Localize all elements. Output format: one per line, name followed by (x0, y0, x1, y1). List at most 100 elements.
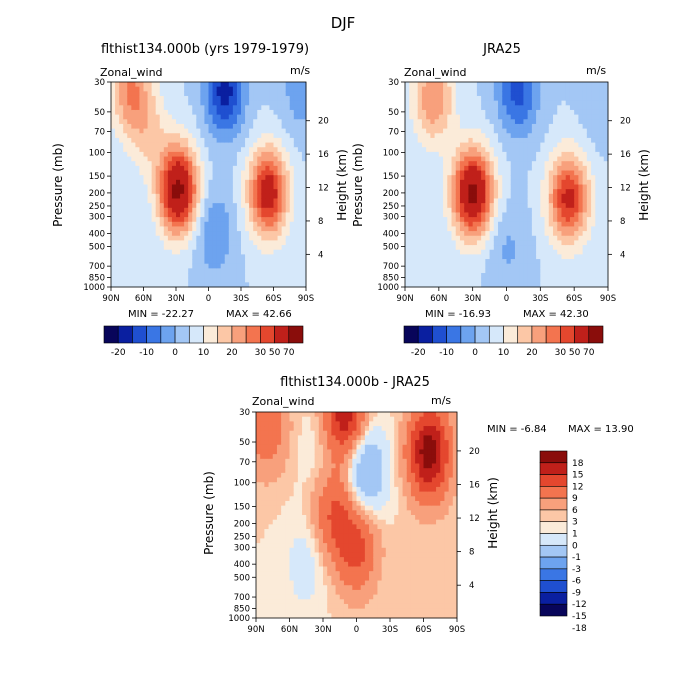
field-cell (553, 165, 558, 172)
field-cell (192, 142, 197, 148)
field-cell (261, 226, 266, 232)
field-cell (527, 189, 533, 195)
field-cell (409, 95, 414, 102)
field-cell (196, 175, 201, 181)
field-cell (131, 217, 136, 223)
field-cell (293, 82, 299, 88)
field-cell (241, 82, 246, 88)
field-cell (155, 165, 161, 172)
field-cell (293, 524, 299, 530)
field-cell (417, 221, 423, 227)
field-cell (417, 245, 423, 251)
field-cell (468, 114, 474, 120)
field-cell (405, 165, 410, 172)
field-cell (569, 100, 575, 106)
field-cell (151, 147, 157, 153)
field-cell (155, 282, 161, 288)
field-cell (544, 207, 550, 213)
field-cell (493, 231, 499, 237)
field-cell (123, 212, 128, 218)
field-cell (253, 91, 258, 97)
field-cell (289, 426, 295, 432)
field-cell (281, 529, 286, 535)
field-cell (167, 245, 173, 251)
field-cell (151, 184, 157, 190)
field-cell (506, 207, 512, 213)
field-cell (297, 557, 303, 563)
field-cell (277, 133, 283, 139)
field-cell (220, 123, 226, 130)
field-cell (257, 245, 262, 251)
field-cell (591, 273, 596, 279)
field-cell (115, 123, 120, 130)
field-cell (281, 491, 286, 497)
field-cell (123, 249, 128, 255)
field-cell (232, 277, 238, 283)
field-cell (285, 165, 291, 172)
field-cell (544, 259, 550, 265)
field-cell (302, 571, 307, 577)
field-cell (212, 277, 218, 283)
field-cell (498, 123, 503, 130)
panel-title: flthist134.000b (yrs 1979-1979) (101, 42, 309, 57)
field-cell (306, 421, 311, 427)
field-cell (171, 170, 177, 176)
field-cell (434, 198, 440, 204)
field-cell (265, 231, 270, 237)
field-cell (135, 207, 140, 213)
field-cell (123, 193, 128, 199)
field-cell (212, 245, 218, 251)
field-cell (176, 221, 181, 227)
field-cell (574, 282, 579, 288)
field-cell (220, 105, 226, 111)
field-cell (176, 133, 181, 139)
field-cell (417, 114, 423, 120)
field-cell (519, 277, 524, 283)
field-cell (151, 198, 157, 204)
field-cell (421, 254, 427, 260)
field-cell (455, 207, 461, 213)
field-cell (498, 259, 503, 265)
field-cell (434, 282, 440, 288)
field-cell (447, 203, 453, 209)
field-cell (493, 249, 499, 255)
field-cell (447, 235, 453, 241)
field-cell (527, 259, 533, 265)
field-cell (544, 128, 550, 134)
field-cell (302, 529, 307, 535)
field-cell (224, 100, 230, 106)
field-cell (565, 105, 571, 111)
field-cell (434, 91, 440, 97)
colorbar-label: -10 (139, 348, 154, 358)
field-cell (232, 254, 238, 260)
field-cell (260, 454, 265, 460)
field-cell (569, 226, 575, 232)
field-cell (553, 109, 558, 116)
field-cell (417, 137, 423, 144)
field-cell (455, 217, 461, 223)
field-cell (220, 184, 226, 190)
field-cell (155, 123, 161, 130)
field-cell (417, 184, 423, 190)
field-cell (196, 268, 201, 274)
field-cell (276, 449, 282, 455)
field-cell (155, 259, 161, 265)
field-cell (167, 179, 173, 185)
field-cell (289, 543, 295, 549)
field-cell (476, 170, 482, 176)
field-cell (510, 133, 516, 139)
field-cell (236, 184, 242, 190)
field-cell (188, 273, 193, 279)
field-cell (208, 82, 214, 88)
field-cell (147, 207, 153, 213)
y-right-tick-label: 20 (318, 117, 329, 127)
field-cell (421, 179, 427, 185)
field-cell (603, 133, 609, 139)
units-label: m/s (290, 64, 310, 77)
field-cell (253, 273, 258, 279)
field-cell (180, 119, 185, 125)
field-cell (111, 165, 116, 172)
field-cell (514, 221, 520, 227)
field-cell (155, 277, 161, 283)
field-cell (249, 123, 254, 130)
